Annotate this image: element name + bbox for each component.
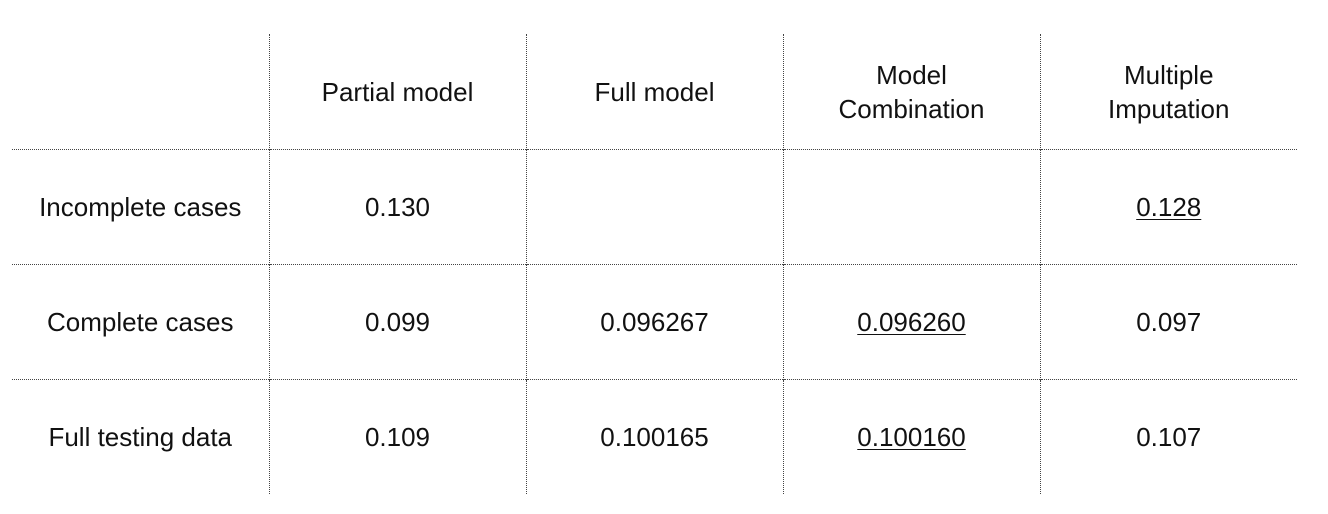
header-full-model: Full model	[525, 34, 783, 150]
cell-full-model: 0.096267	[525, 264, 783, 380]
row-label: Complete cases	[12, 264, 269, 380]
cell-model-combination	[782, 149, 1040, 265]
table-row-full-testing-data: Full testing data 0.109 0.100165 0.10016…	[12, 379, 1297, 494]
header-model-combination: Model Combination	[782, 34, 1040, 150]
header-partial-model: Partial model	[268, 34, 526, 150]
row-label: Full testing data	[12, 379, 269, 494]
cell-value: 0.096267	[600, 307, 709, 337]
header-text-line-1: Multiple	[1123, 59, 1214, 90]
cell-partial-model: 0.099	[268, 264, 526, 380]
header-row: Partial model Full model Model Combinati…	[12, 34, 1297, 150]
results-table: Partial model Full model Model Combinati…	[12, 34, 1297, 494]
table-row-complete-cases: Complete cases 0.099 0.096267 0.096260 0…	[12, 264, 1297, 380]
cell-model-combination: 0.100160	[782, 379, 1040, 494]
cell-value: 0.100165	[600, 422, 709, 452]
cell-partial-model: 0.130	[268, 149, 526, 265]
header-multiple-imputation: Multiple Imputation	[1039, 34, 1297, 150]
cell-full-model: 0.100165	[525, 379, 783, 494]
cell-value: 0.109	[364, 422, 431, 452]
header-text-line-1: Model	[876, 59, 947, 90]
cell-full-model	[525, 149, 783, 265]
cell-value: 0.099	[364, 307, 431, 337]
cell-partial-model: 0.109	[268, 379, 526, 494]
cell-value-best: 0.128	[1136, 192, 1202, 222]
corner-header	[12, 34, 269, 150]
cell-value: 0.097	[1136, 307, 1202, 337]
cell-model-combination: 0.096260	[782, 264, 1040, 380]
cell-value-best: 0.100160	[857, 422, 966, 452]
cell-value: 0.107	[1136, 422, 1202, 452]
table-row-incomplete-cases: Incomplete cases 0.130 0.128	[12, 149, 1297, 265]
header-text: Partial model	[321, 76, 474, 107]
header-text-line-2: Combination	[838, 93, 985, 124]
cell-multiple-imputation: 0.097	[1039, 264, 1297, 380]
cell-value-best: 0.096260	[857, 307, 966, 337]
cell-multiple-imputation: 0.107	[1039, 379, 1297, 494]
header-text: Full model	[594, 76, 715, 107]
cell-multiple-imputation: 0.128	[1039, 149, 1297, 265]
cell-value: 0.130	[364, 192, 431, 222]
row-label: Incomplete cases	[12, 149, 269, 265]
header-text-line-2: Imputation	[1108, 93, 1230, 124]
